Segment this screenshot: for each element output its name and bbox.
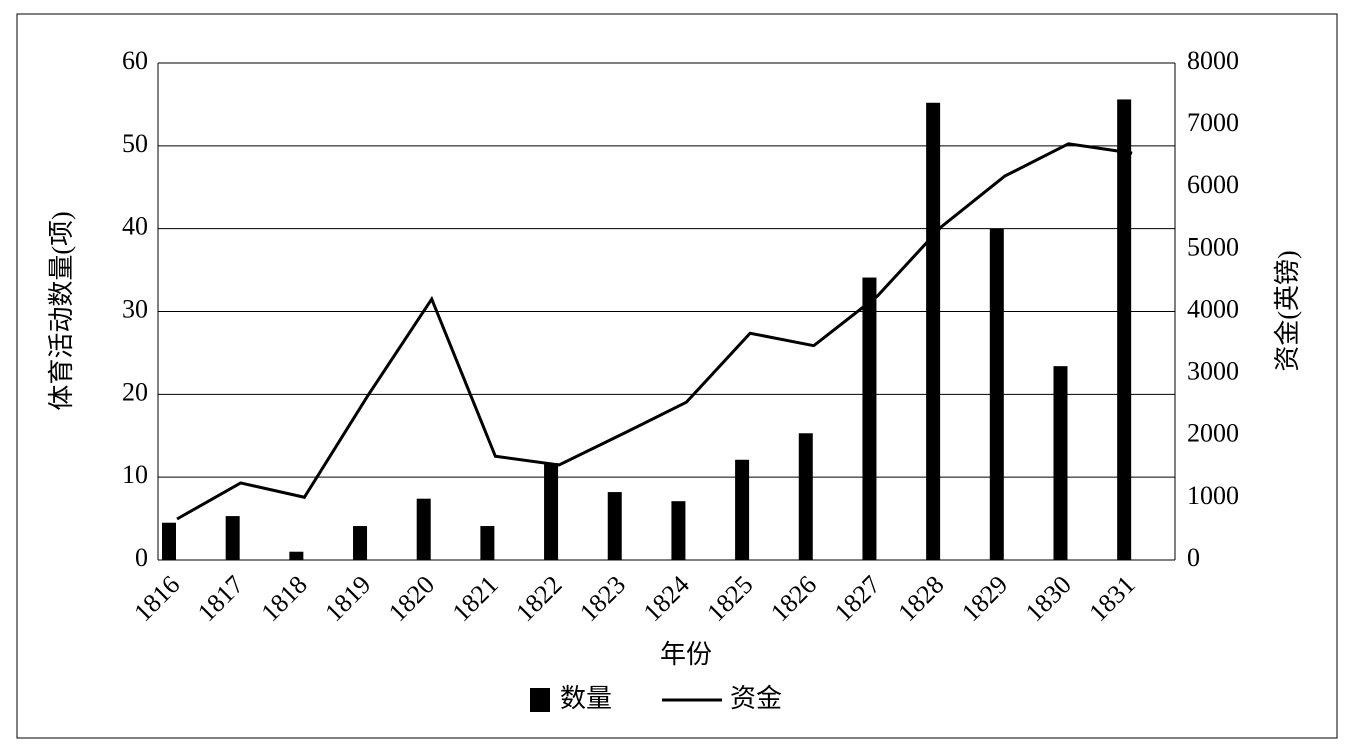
y-tick-label: 30 bbox=[122, 294, 148, 323]
bar bbox=[289, 551, 304, 560]
x-tick-label: 1816 bbox=[128, 570, 185, 627]
x-tick-label: 1817 bbox=[192, 570, 249, 627]
x-tick-label: 1820 bbox=[383, 570, 440, 627]
x-tick-label: 1825 bbox=[701, 570, 758, 627]
x-tick-label: 1830 bbox=[1020, 570, 1077, 627]
legend-label: 资金 bbox=[730, 684, 782, 713]
frame bbox=[16, 13, 1338, 739]
y2-tick-label: 6000 bbox=[1187, 170, 1239, 199]
y2-tick-label: 4000 bbox=[1187, 294, 1239, 323]
y-tick-label: 60 bbox=[122, 46, 148, 75]
legend-label: 数量 bbox=[560, 684, 612, 713]
x-axis-label: 年份 bbox=[660, 640, 712, 669]
y-tick-label: 50 bbox=[122, 129, 148, 158]
bar bbox=[353, 526, 368, 560]
y2-tick-label: 5000 bbox=[1187, 232, 1239, 261]
bar bbox=[862, 277, 877, 560]
x-tick-label: 1822 bbox=[510, 570, 567, 627]
x-tick-label: 1818 bbox=[256, 570, 313, 627]
y2-tick-label: 2000 bbox=[1187, 419, 1239, 448]
x-tick-label: 1828 bbox=[892, 570, 949, 627]
legend-swatch bbox=[530, 688, 550, 712]
bar bbox=[1053, 366, 1068, 560]
y-tick-label: 0 bbox=[135, 543, 148, 572]
bar bbox=[607, 492, 622, 560]
y-tick-label: 10 bbox=[122, 460, 148, 489]
x-tick-label: 1829 bbox=[956, 570, 1013, 627]
bar bbox=[544, 463, 559, 560]
y-axis-label: 体育活动数量(项) bbox=[47, 211, 76, 410]
bar bbox=[989, 228, 1004, 560]
bar bbox=[926, 102, 941, 560]
y2-tick-label: 7000 bbox=[1187, 108, 1239, 137]
bar bbox=[735, 459, 750, 560]
x-tick-label: 1826 bbox=[765, 570, 822, 627]
y2-tick-label: 8000 bbox=[1187, 46, 1239, 75]
x-tick-label: 1821 bbox=[447, 570, 504, 627]
bar bbox=[225, 516, 240, 560]
y2-tick-label: 1000 bbox=[1187, 481, 1239, 510]
bar bbox=[1117, 99, 1132, 561]
bar bbox=[162, 522, 176, 560]
x-tick-label: 1819 bbox=[319, 570, 376, 627]
bar bbox=[480, 526, 495, 560]
x-tick-label: 1827 bbox=[829, 570, 886, 627]
line bbox=[176, 142, 1133, 521]
y2-tick-label: 3000 bbox=[1187, 357, 1239, 386]
y-tick-label: 40 bbox=[122, 212, 148, 241]
x-tick-label: 1824 bbox=[638, 570, 695, 627]
bar bbox=[798, 433, 813, 560]
x-tick-label: 1823 bbox=[574, 570, 631, 627]
x-tick-label: 1831 bbox=[1083, 570, 1140, 627]
bar bbox=[416, 498, 431, 560]
y-tick-label: 20 bbox=[122, 377, 148, 406]
y2-axis-label: 资金(英镑) bbox=[1273, 250, 1302, 371]
y2-tick-label: 0 bbox=[1187, 543, 1200, 572]
bar bbox=[671, 501, 686, 560]
